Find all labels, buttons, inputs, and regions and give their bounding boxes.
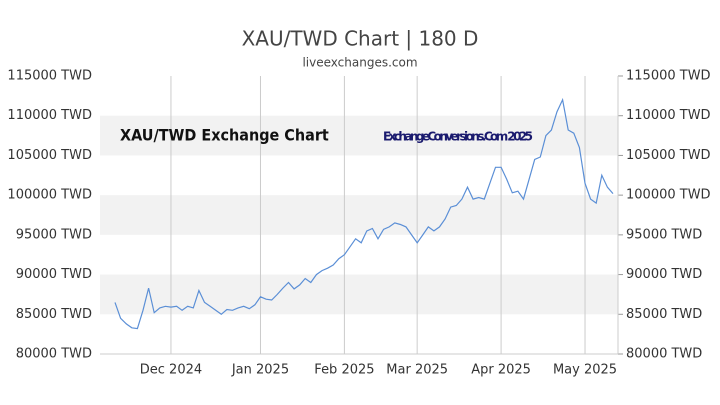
x-tick-label: Feb 2025 xyxy=(314,363,374,378)
y-tick-label: 110000 TWD xyxy=(7,108,92,123)
y-tick-label: 90000 TWD xyxy=(626,267,702,282)
band xyxy=(100,195,618,235)
y-tick-label: 80000 TWD xyxy=(626,347,702,362)
x-tick-label: Apr 2025 xyxy=(471,363,531,378)
price-line xyxy=(114,97,614,330)
plot-area: 80000 TWD 80000 TWD 85000 TWD 85000 TWD 9000… xyxy=(7,69,710,378)
band xyxy=(100,115,618,156)
y-tick-label: 105000 TWD xyxy=(626,148,711,163)
y-tick-label: 85000 TWD xyxy=(626,307,702,322)
chart-title: XAU/TWD Chart | 180 D xyxy=(242,27,479,51)
y-tick-label: 100000 TWD xyxy=(7,188,92,203)
y-tick-label: 95000 TWD xyxy=(16,227,92,242)
x-tick-label: May 2025 xyxy=(553,363,617,378)
chart-subtitle: liveexchanges.com xyxy=(302,56,417,70)
x-tick-label: Jan 2025 xyxy=(231,363,289,378)
x-tick-label: Mar 2025 xyxy=(386,363,448,378)
y-tick-label: 105000 TWD xyxy=(7,148,92,163)
y-tick-label: 85000 TWD xyxy=(16,307,92,322)
y-tick-label: 115000 TWD xyxy=(7,69,92,84)
y-tick-label: 100000 TWD xyxy=(626,188,711,203)
band xyxy=(100,274,618,315)
y-tick-label: 110000 TWD xyxy=(626,108,711,123)
y-tick-label: 90000 TWD xyxy=(16,267,92,282)
y-tick-label: 80000 TWD xyxy=(16,347,92,362)
x-tick-label: Dec 2024 xyxy=(140,363,202,378)
y-tick-label: 115000 TWD xyxy=(626,69,711,84)
annotation: XAU/TWD Exchange Chart xyxy=(120,126,329,145)
y-tick-label: 95000 TWD xyxy=(626,227,702,242)
annotation: ExchangeConversions.Com 2025 xyxy=(383,130,533,144)
